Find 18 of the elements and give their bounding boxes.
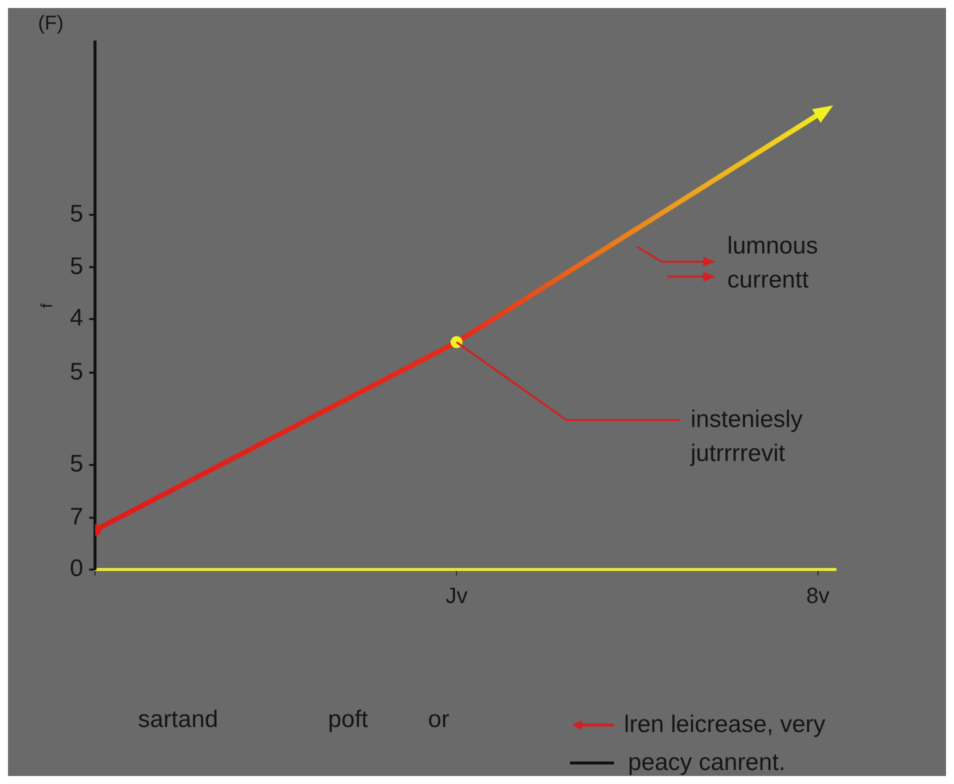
- text: lren leicrease, very: [624, 710, 826, 740]
- text: peacy canrent.: [628, 748, 786, 778]
- text: or: [428, 706, 450, 734]
- text: 5: [70, 450, 84, 478]
- text: 0: [70, 555, 84, 582]
- annotation: insteniesly jutrrrrevit: [690, 406, 803, 467]
- text: sartand: [138, 706, 220, 734]
- text: 5: [70, 252, 84, 280]
- annotation: lumnous currentt: [727, 232, 818, 294]
- text: 7: [70, 503, 84, 530]
- text: 5: [70, 358, 84, 386]
- text: 4: [70, 304, 84, 332]
- text: 5: [70, 200, 84, 228]
- chart-title: (F): [38, 12, 64, 35]
- x-tick-label: Jv: [446, 582, 468, 608]
- text: poft: [328, 706, 370, 734]
- y-axis-title: f: [39, 303, 56, 308]
- x-tick-label: 8v: [806, 582, 830, 608]
